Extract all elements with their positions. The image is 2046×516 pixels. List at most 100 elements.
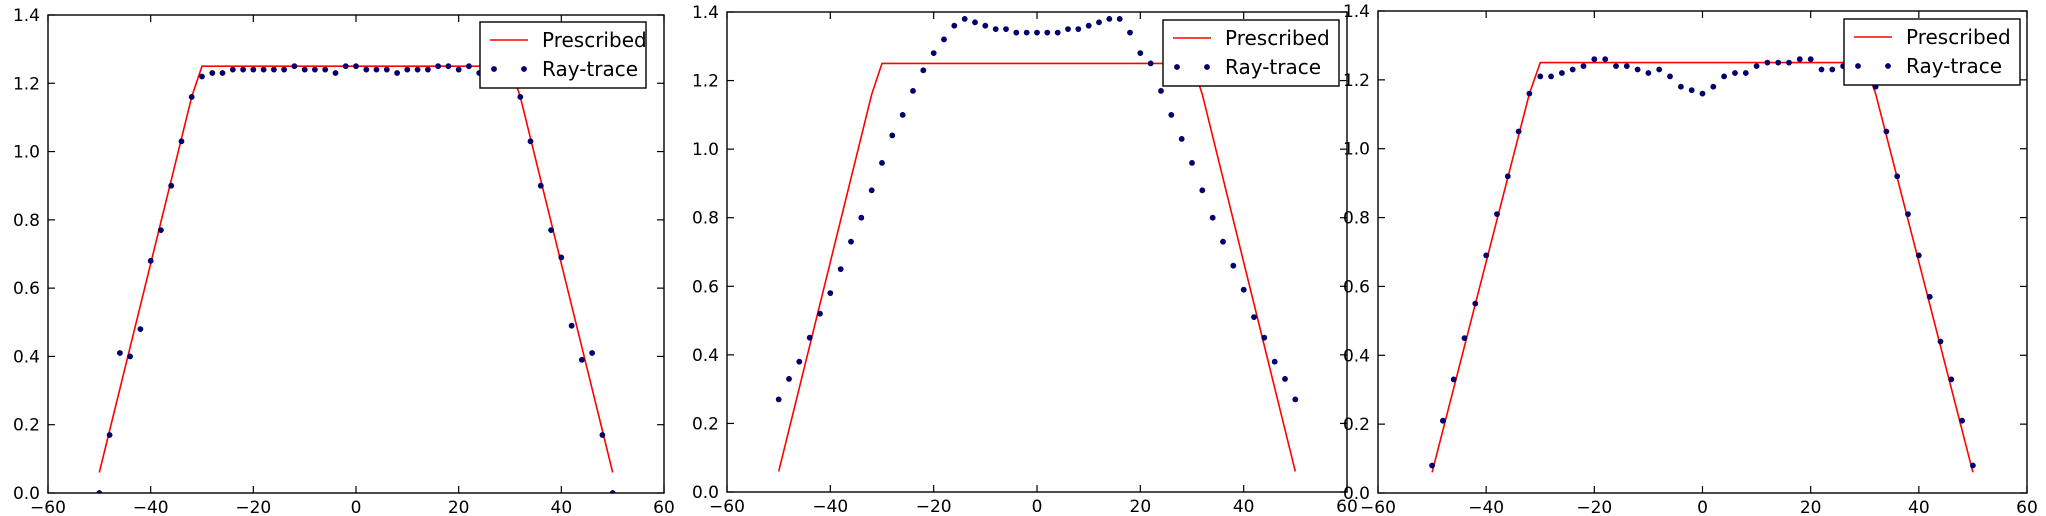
raytrace-point (1829, 66, 1836, 73)
legend-label: Ray-trace (1906, 54, 2002, 78)
raytrace-point (1220, 238, 1226, 245)
raytrace-point (1732, 70, 1738, 76)
raytrace-point (1613, 63, 1619, 69)
y-tick-label: 0.2 (1343, 415, 1370, 435)
raytrace-point (1526, 90, 1533, 97)
raytrace-point (1178, 135, 1185, 142)
y-tick-label: 1.4 (1343, 2, 1370, 22)
x-tick-label: 20 (1800, 498, 1822, 516)
raytrace-point (1515, 128, 1522, 135)
raytrace-point (920, 67, 927, 74)
x-tick-label: −20 (916, 497, 952, 516)
raytrace-point (1548, 73, 1554, 80)
raytrace-point (1775, 59, 1782, 66)
raytrace-point (270, 66, 277, 73)
raytrace-point (1209, 214, 1216, 221)
raytrace-point (1688, 87, 1695, 94)
raytrace-point (1116, 15, 1123, 22)
raytrace-point (1699, 90, 1706, 97)
x-tick-label: 20 (1130, 497, 1152, 516)
raytrace-point (445, 63, 452, 70)
y-tick-label: 0.6 (692, 277, 719, 297)
x-tick-label: 60 (1336, 497, 1358, 516)
raytrace-point (1753, 63, 1760, 69)
raytrace-point (1764, 59, 1771, 66)
raytrace-point (1003, 26, 1009, 32)
legend-label: Ray-trace (542, 57, 638, 81)
raytrace-point (157, 227, 164, 233)
raytrace-point (1044, 29, 1051, 36)
raytrace-point (1075, 26, 1082, 32)
raytrace-point (168, 182, 175, 189)
raytrace-point (1085, 22, 1092, 29)
legend-marker-swatch (1174, 64, 1180, 70)
raytrace-point (806, 334, 813, 341)
raytrace-point (1742, 70, 1749, 76)
raytrace-point (1261, 334, 1268, 341)
raytrace-point (1667, 73, 1673, 80)
raytrace-point (1796, 56, 1803, 63)
raytrace-point (1883, 128, 1890, 135)
y-tick-label: 0.8 (1343, 209, 1370, 229)
x-tick-label: 0 (351, 498, 362, 516)
raytrace-point (147, 257, 154, 264)
raytrace-point (1634, 66, 1641, 73)
raytrace-point (1158, 88, 1164, 94)
raytrace-point (311, 66, 318, 73)
raytrace-point (599, 432, 606, 438)
y-tick-label: 0.4 (692, 346, 719, 366)
legend-marker-swatch (1855, 63, 1861, 69)
raytrace-point (1483, 252, 1490, 259)
raytrace-point (1678, 83, 1684, 90)
raytrace-point (209, 70, 216, 76)
legend-label: Prescribed (1225, 26, 1330, 50)
raytrace-point (1494, 211, 1500, 217)
legend-marker-swatch (521, 66, 527, 72)
raytrace-point (1710, 83, 1717, 90)
raytrace-point (1230, 262, 1237, 269)
raytrace-point (879, 159, 885, 166)
y-tick-label: 1.4 (692, 3, 719, 23)
raytrace-point (1818, 66, 1825, 73)
legend-label: Prescribed (542, 28, 647, 52)
raytrace-point (1645, 70, 1652, 76)
y-tick-label: 0.6 (1343, 277, 1370, 297)
raytrace-point (260, 66, 267, 73)
y-tick-label: 1.2 (1343, 71, 1370, 91)
raytrace-point (1569, 66, 1576, 73)
raytrace-point (1271, 358, 1278, 365)
legend-label: Prescribed (1906, 25, 2011, 49)
raytrace-point (972, 19, 978, 26)
raytrace-point (1591, 56, 1598, 63)
raytrace-point (1504, 173, 1511, 180)
raytrace-point (424, 66, 431, 73)
raytrace-point (930, 50, 937, 56)
y-tick-label: 1.4 (13, 6, 40, 26)
raytrace-point (394, 70, 400, 76)
axes-frame (726, 11, 1348, 493)
y-tick-label: 0.4 (13, 347, 40, 367)
x-tick-label: 60 (2016, 498, 2038, 516)
legend-box (1162, 19, 1340, 87)
raytrace-point (240, 66, 246, 73)
raytrace-point (1065, 26, 1071, 32)
raytrace-point (1894, 173, 1901, 180)
raytrace-point (435, 63, 441, 70)
raytrace-point (941, 36, 947, 43)
x-tick-label: −60 (1360, 498, 1396, 516)
raytrace-point (363, 66, 370, 73)
x-tick-label: 40 (1908, 498, 1930, 516)
raytrace-point (1926, 293, 1933, 300)
x-tick-label: 0 (1032, 497, 1043, 516)
raytrace-point (1199, 187, 1206, 194)
raytrace-point (353, 63, 359, 70)
raytrace-point (1127, 29, 1133, 36)
raytrace-point (127, 353, 134, 360)
raytrace-point (178, 138, 185, 145)
raytrace-point (1959, 417, 1965, 424)
legend-box (479, 21, 647, 89)
y-tick-label: 0.6 (13, 279, 40, 299)
raytrace-point (837, 266, 844, 272)
